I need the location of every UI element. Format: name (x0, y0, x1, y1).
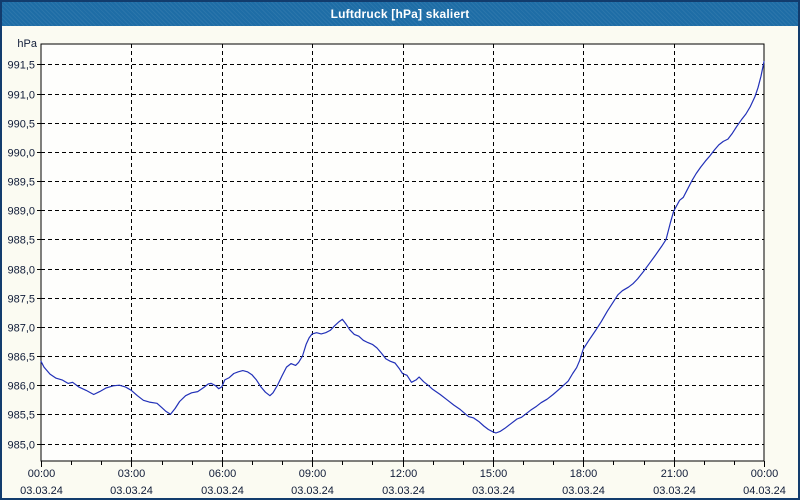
x-tick-date-label: 03.03.24 (110, 485, 153, 497)
y-tick-label: 990,5 (7, 119, 35, 131)
x-tick-date-label: 03.03.24 (291, 485, 334, 497)
x-tick-time-label: 21:00 (661, 468, 689, 480)
pressure-line (40, 60, 765, 434)
x-tick-date-label: 03.03.24 (382, 485, 425, 497)
x-tick-date-label: 03.03.24 (201, 485, 244, 497)
x-tick-time-label: 12:00 (390, 468, 418, 480)
y-tick-label: 988,0 (7, 265, 35, 277)
window-title: Luftdruck [hPa] skaliert (330, 7, 470, 21)
y-tick-label: 989,0 (7, 206, 35, 218)
y-tick-label: 985,0 (7, 440, 35, 452)
plot-box (40, 43, 765, 462)
y-axis-unit-label: hPa (17, 38, 37, 50)
y-tick-label: 990,0 (7, 148, 35, 160)
x-tick-time-label: 09:00 (299, 468, 327, 480)
x-tick-date-label: 04.03.24 (743, 485, 786, 497)
x-tick-date-label: 03.03.24 (653, 485, 696, 497)
x-tick-time-label: 00:00 (28, 468, 56, 480)
x-tick-time-label: 00:00 (751, 468, 779, 480)
y-tick-label: 986,5 (7, 352, 35, 364)
x-tick-time-label: 18:00 (570, 468, 598, 480)
x-tick-time-label: 15:00 (480, 468, 508, 480)
y-tick-label: 991,5 (7, 60, 35, 72)
x-tick-date-label: 03.03.24 (20, 485, 63, 497)
pressure-chart: 985,0 985,5 986,0 986,5 987,0 987,5 988,0 988,5… (7, 38, 786, 497)
x-tick-time-label: 03:00 (118, 468, 146, 480)
x-tick-time-label: 06:00 (209, 468, 237, 480)
chart-area: 985,0 985,5 986,0 986,5 987,0 987,5 988,0 988,5… (2, 26, 798, 498)
y-tick-label: 985,5 (7, 410, 35, 422)
x-tick-date-label: 03.03.24 (472, 485, 515, 497)
y-tick-label: 987,0 (7, 323, 35, 335)
title-bar: Luftdruck [hPa] skaliert (2, 2, 798, 26)
x-tick-date-label: 03.03.24 (562, 485, 605, 497)
y-tick-label: 987,5 (7, 294, 35, 306)
y-tick-label: 991,0 (7, 90, 35, 102)
y-tick-label: 989,5 (7, 177, 35, 189)
y-tick-label: 988,5 (7, 235, 35, 247)
y-tick-label: 986,0 (7, 381, 35, 393)
